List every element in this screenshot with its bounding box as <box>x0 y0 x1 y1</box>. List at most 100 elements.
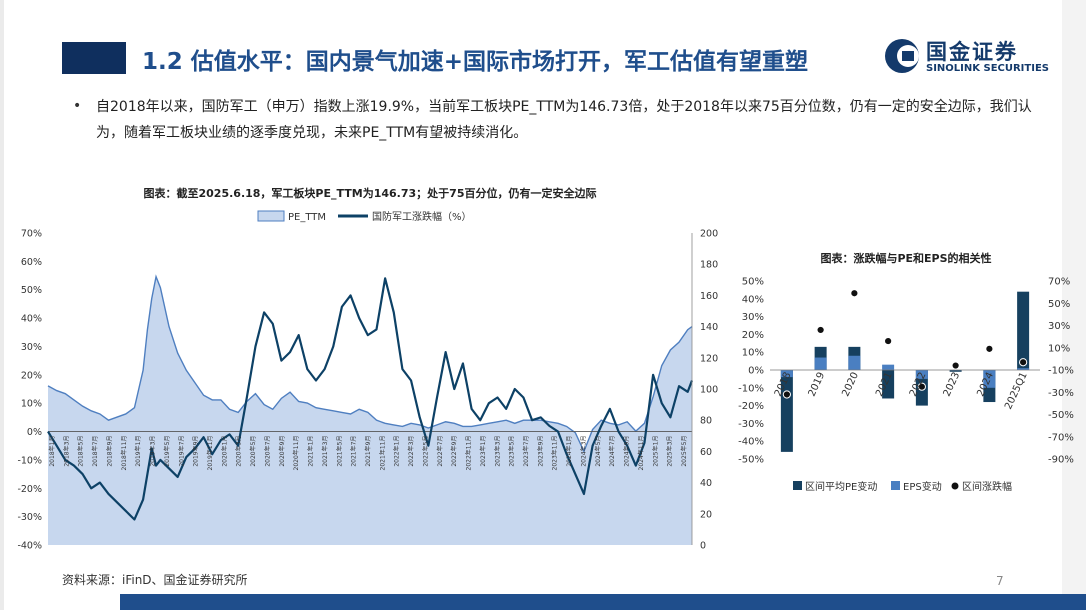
page-number: 7 <box>996 574 1004 588</box>
chart1-x-tick-label: 2018年5月 <box>77 436 85 467</box>
summary-bullet: 自2018年以来，国防军工（申万）指数上涨19.9%，当前军工板块PE_TTM为… <box>96 99 1032 141</box>
source-note: 资料来源：iFinD、国金证券研究所 <box>62 573 248 587</box>
chart1-x-tick-label: 2020年1月 <box>220 436 228 467</box>
chart2-bar-eps <box>882 364 895 370</box>
chart2-title: 图表：涨跌幅与PE和EPS的相关性 <box>820 251 991 265</box>
chart1-right-tick-label: 40 <box>700 478 712 489</box>
chart1-right-tick-label: 0 <box>700 541 706 552</box>
chart1-x-tick-label: 2023年1月 <box>479 436 487 467</box>
chart2-category-label: 2019 <box>807 371 828 399</box>
chart1-right-tick-label: 200 <box>700 229 718 240</box>
chart1-x-tick-label: 2025年1月 <box>651 436 659 467</box>
chart1-x-tick-label: 2019年7月 <box>177 436 185 467</box>
chart1-axes: 70% 60% 50% 40% 30% 20% 10% 0% -10% -20% -30% -40% 2… <box>17 229 718 552</box>
chart1-x-tick-label: 2023年3月 <box>493 436 501 467</box>
chart2-right-tick-label: -10% <box>1048 366 1074 377</box>
chart2-bar-eps <box>915 370 928 379</box>
chart2-legend-eps-label: EPS变动 <box>903 480 942 493</box>
chart2-legend: 区间平均PE变动 EPS变动 区间涨跌幅 <box>793 480 1012 493</box>
chart1-left-tick-label: 30% <box>21 342 42 353</box>
footer-strip <box>120 594 1086 610</box>
chart2-left-tick-label: 30% <box>742 312 764 323</box>
chart1-x-tick-label: 2024年11月 <box>637 436 645 471</box>
chart1-x-tick-label: 2018年9月 <box>105 436 113 467</box>
chart1-right-tick-label: 20 <box>700 509 712 520</box>
chart1-x-tick-label: 2019年3月 <box>149 436 157 467</box>
chart1-left-tick-label: -30% <box>17 512 42 523</box>
chart2-left-tick-label: 50% <box>742 277 764 288</box>
chart1-left-tick-label: 60% <box>21 257 42 268</box>
chart2-bar-eps <box>848 355 861 370</box>
chart2-right-tick-label: -50% <box>1048 410 1074 421</box>
chart1-x-tick-label: 2023年9月 <box>536 436 544 467</box>
chart2-point-return <box>850 289 859 298</box>
chart2-bar-eps <box>814 357 827 370</box>
chart2-left-tick-label: 20% <box>742 330 764 341</box>
chart2-right-tick-label: 10% <box>1048 343 1070 354</box>
chart1-x-tick-label: 2022年1月 <box>393 436 401 467</box>
title-accent-bar <box>62 42 126 74</box>
chart1-x-tick-label: 2022年5月 <box>421 436 429 467</box>
chart2-right-tick-label: 50% <box>1048 299 1070 310</box>
chart1-x-tick-label: 2024年1月 <box>565 436 573 467</box>
chart2-bar-pe <box>882 370 895 399</box>
chart2-category-label: 2020 <box>840 371 861 399</box>
chart1-left-tick-label: 70% <box>21 229 42 240</box>
chart1-x-tick-label: 2023年11月 <box>551 436 559 471</box>
logo-chinese-name: 国金证券 <box>926 40 1018 64</box>
chart2-bar-eps <box>1017 368 1030 370</box>
chart1-right-tick-label: 120 <box>700 353 718 364</box>
chart1-right-tick-label: 180 <box>700 260 718 271</box>
chart1-x-tick-label: 2019年9月 <box>192 436 200 467</box>
chart2-left-tick-label: -10% <box>738 383 764 394</box>
chart1-x-tick-label: 2024年7月 <box>608 436 616 467</box>
chart2-left-tick-label: 10% <box>742 348 764 359</box>
chart1-series-pe-area <box>48 276 692 545</box>
chart2-legend-return-swatch <box>951 482 959 490</box>
chart1-x-tick-label: 2020年11月 <box>292 436 300 471</box>
chart1-legend-index-label: 国防军工涨跌幅（%） <box>372 210 472 223</box>
chart2-left-tick-label: 40% <box>742 294 764 305</box>
chart1-right-tick-label: 80 <box>700 416 712 427</box>
chart1-left-tick-label: 0% <box>27 427 42 438</box>
chart2-point-return <box>816 325 825 335</box>
chart1-x-tick-label: 2025年3月 <box>666 436 674 467</box>
chart1-x-tick-label: 2020年9月 <box>278 436 286 467</box>
chart1-x-tick-label: 2020年3月 <box>235 436 243 467</box>
chart1-x-tick-label: 2019年5月 <box>163 436 171 467</box>
chart2-point-return <box>917 382 926 391</box>
chart2-bar-pe <box>780 370 793 452</box>
chart1-x-tick-label: 2021年9月 <box>364 436 372 467</box>
chart1-x-tick-label: 2022年9月 <box>450 436 458 467</box>
chart1-x-tick-label: 2021年11月 <box>378 436 386 471</box>
chart1-right-tick-label: 60 <box>700 447 712 458</box>
chart2-plot <box>770 289 1040 452</box>
chart2-bar-eps <box>983 370 996 388</box>
chart2-legend-pe-label: 区间平均PE变动 <box>805 480 877 493</box>
logo-english-name: SINOLINK SECURITIES <box>926 63 1049 74</box>
slide-title: 1.2 估值水平：国内景气加速+国际市场打开，军工估值有望重塑 <box>142 49 809 75</box>
chart2-point-return <box>1019 358 1028 367</box>
chart1-left-tick-label: 50% <box>21 285 42 296</box>
chart2-bar-pe <box>1017 291 1030 370</box>
chart1-x-tick-label: 2018年7月 <box>91 436 99 467</box>
chart2-legend-eps-swatch <box>891 481 900 490</box>
chart2-right-tick-label: -70% <box>1048 432 1074 443</box>
chart1-left-tick-label: 40% <box>21 314 42 325</box>
chart2-point-return <box>782 390 791 399</box>
chart1-x-tick-label: 2021年5月 <box>335 436 343 467</box>
bullet-marker: • <box>73 98 82 114</box>
chart1-x-tick-label: 2018年3月 <box>62 436 70 467</box>
chart1-x-tick-label: 2018年1月 <box>48 436 56 467</box>
chart1-x-tick-label: 2019年1月 <box>134 436 142 467</box>
chart1-x-tick-label: 2022年7月 <box>436 436 444 467</box>
chart1-x-tick-label: 2023年7月 <box>522 436 530 467</box>
chart1-x-tick-label: 2021年1月 <box>307 436 315 467</box>
chart1-title: 图表：截至2025.6.18，军工板块PE_TTM为146.73；处于75百分位… <box>144 186 597 200</box>
chart2-left-tick-label: -20% <box>738 401 764 412</box>
chart2-left-tick-label: 0% <box>748 366 764 377</box>
chart1-x-tick-label: 2024年9月 <box>623 436 631 467</box>
chart2-point-return <box>951 361 960 370</box>
chart1-x-tick-label: 2022年11月 <box>465 436 473 471</box>
